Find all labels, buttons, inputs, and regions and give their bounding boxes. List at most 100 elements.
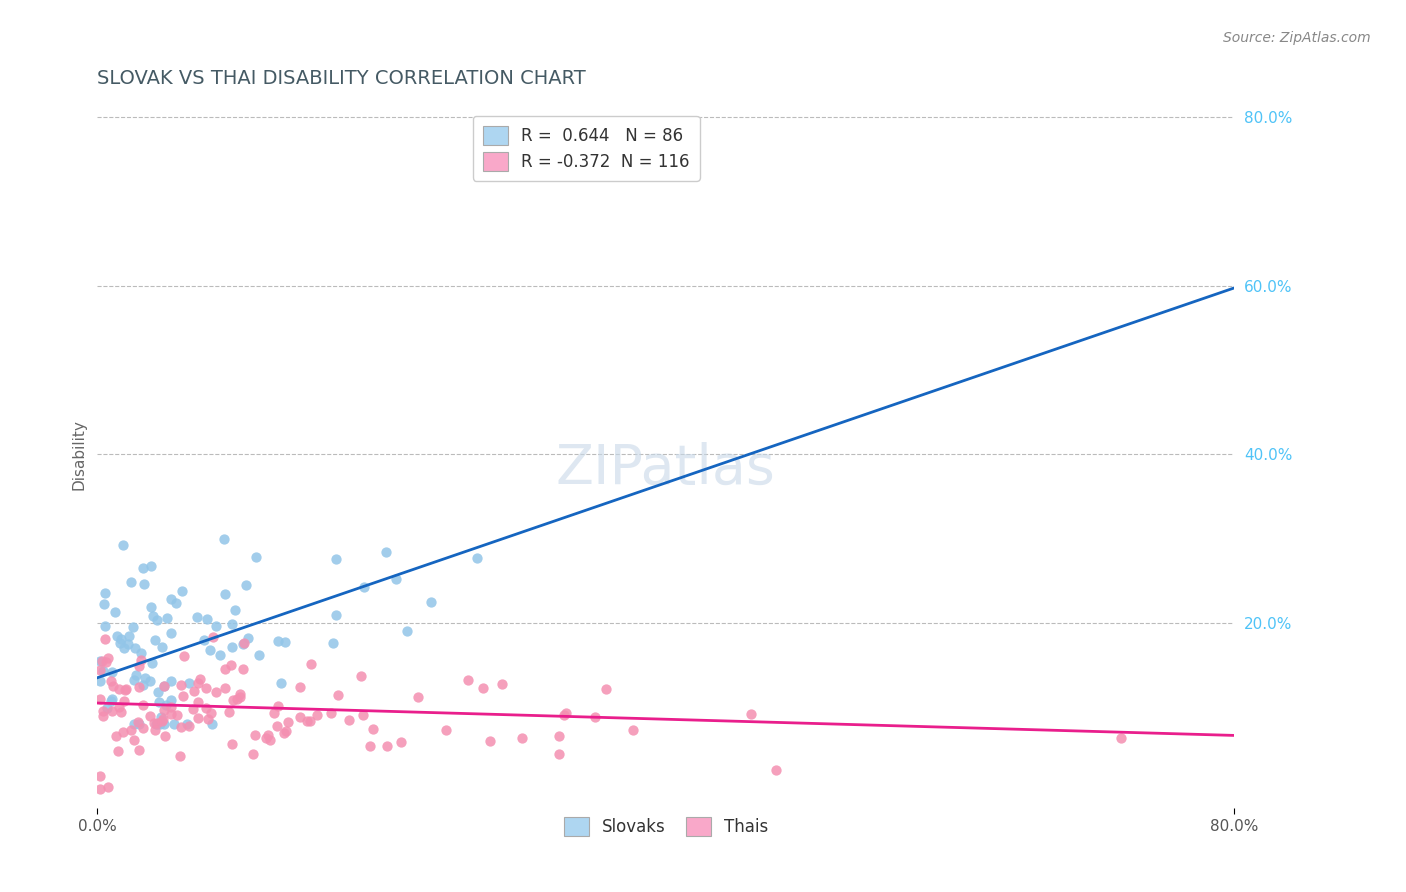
- Point: [222, 693, 245, 707]
- Point: [132, 721, 155, 735]
- Point: [359, 739, 381, 753]
- Point: [221, 657, 243, 672]
- Point: [197, 712, 219, 726]
- Point: [146, 613, 169, 627]
- Point: [547, 747, 569, 761]
- Point: [326, 688, 349, 702]
- Point: [139, 599, 162, 614]
- Point: [229, 687, 252, 701]
- Point: [152, 717, 174, 731]
- Point: [389, 735, 412, 749]
- Y-axis label: Disability: Disability: [72, 419, 86, 490]
- Point: [1109, 731, 1132, 745]
- Point: [214, 586, 236, 600]
- Point: [97, 780, 120, 794]
- Point: [150, 714, 173, 729]
- Point: [299, 657, 322, 671]
- Point: [186, 609, 208, 624]
- Point: [122, 717, 145, 731]
- Point: [322, 636, 344, 650]
- Point: [150, 640, 173, 654]
- Point: [187, 711, 209, 725]
- Point: [143, 632, 166, 647]
- Point: [143, 723, 166, 737]
- Point: [274, 635, 297, 649]
- Point: [193, 632, 215, 647]
- Point: [232, 637, 254, 651]
- Point: [218, 705, 240, 719]
- Point: [132, 576, 155, 591]
- Point: [352, 707, 374, 722]
- Point: [128, 659, 150, 673]
- Point: [257, 728, 280, 742]
- Point: [170, 583, 193, 598]
- Point: [107, 700, 129, 714]
- Point: [270, 676, 292, 690]
- Point: [127, 715, 149, 730]
- Point: [266, 698, 288, 713]
- Point: [187, 695, 209, 709]
- Point: [274, 724, 297, 739]
- Point: [350, 669, 373, 683]
- Point: [112, 641, 135, 656]
- Point: [201, 630, 224, 644]
- Point: [242, 747, 264, 761]
- Point: [465, 551, 488, 566]
- Point: [149, 717, 172, 731]
- Point: [181, 702, 204, 716]
- Point: [110, 632, 132, 647]
- Point: [457, 673, 479, 688]
- Point: [146, 717, 169, 731]
- Point: [548, 729, 571, 743]
- Point: [205, 618, 228, 632]
- Point: [97, 650, 120, 665]
- Point: [139, 709, 162, 723]
- Point: [170, 678, 193, 692]
- Point: [160, 707, 183, 722]
- Point: [259, 733, 281, 747]
- Point: [236, 631, 259, 645]
- Point: [101, 704, 124, 718]
- Point: [89, 673, 111, 688]
- Point: [195, 681, 218, 695]
- Point: [125, 668, 148, 682]
- Point: [170, 720, 193, 734]
- Point: [254, 731, 277, 746]
- Point: [96, 701, 118, 715]
- Point: [163, 717, 186, 731]
- Point: [153, 703, 176, 717]
- Point: [90, 655, 112, 669]
- Point: [554, 706, 576, 720]
- Point: [319, 706, 342, 720]
- Point: [232, 662, 254, 676]
- Legend: Slovaks, Thais: Slovaks, Thais: [557, 810, 775, 843]
- Point: [153, 729, 176, 743]
- Point: [114, 681, 136, 696]
- Point: [419, 595, 441, 609]
- Point: [169, 748, 191, 763]
- Text: Source: ZipAtlas.com: Source: ZipAtlas.com: [1223, 31, 1371, 45]
- Point: [145, 717, 167, 731]
- Point: [141, 656, 163, 670]
- Point: [177, 719, 200, 733]
- Point: [129, 653, 152, 667]
- Point: [205, 685, 228, 699]
- Point: [337, 713, 360, 727]
- Point: [243, 728, 266, 742]
- Point: [132, 678, 155, 692]
- Point: [129, 646, 152, 660]
- Point: [160, 673, 183, 688]
- Point: [353, 580, 375, 594]
- Point: [89, 654, 111, 668]
- Point: [195, 611, 218, 625]
- Point: [128, 717, 150, 731]
- Point: [740, 706, 762, 721]
- Point: [160, 693, 183, 707]
- Point: [247, 648, 270, 662]
- Point: [110, 705, 132, 719]
- Point: [117, 637, 139, 651]
- Point: [118, 629, 141, 643]
- Point: [139, 558, 162, 573]
- Point: [183, 683, 205, 698]
- Point: [108, 636, 131, 650]
